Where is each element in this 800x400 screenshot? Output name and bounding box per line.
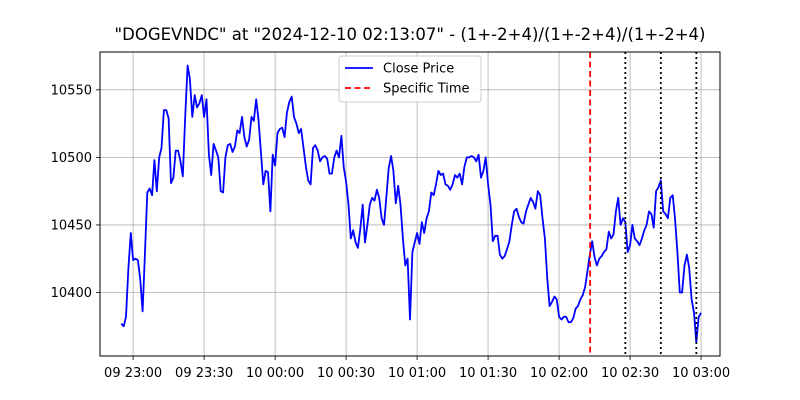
x-tick-label: 09 23:00 [104, 366, 162, 381]
x-tick-label: 10 02:00 [530, 366, 588, 381]
legend-box [338, 55, 482, 103]
x-tick-label: 10 01:30 [459, 366, 517, 381]
x-tick-label: 10 00:00 [246, 366, 304, 381]
plot-frame [99, 51, 721, 357]
x-tick-label: 10 03:00 [672, 366, 730, 381]
legend: Close Price Specific Time [338, 55, 482, 103]
x-tick-label: 09 23:30 [175, 366, 233, 381]
legend-label: Specific Time [383, 82, 470, 97]
y-tick-label: 10450 [51, 218, 92, 233]
series-line-close-price [120, 64, 702, 344]
legend-label: Close Price [383, 62, 454, 77]
x-tick-label: 10 02:30 [601, 366, 659, 381]
chart-title: "DOGEVNDC" at "2024-12-10 02:13:07" - (1… [115, 25, 706, 44]
y-tick-label: 10500 [51, 151, 92, 166]
y-tick-label: 10550 [51, 83, 92, 98]
y-tick-label: 10400 [51, 286, 92, 301]
marker-layer [589, 52, 698, 356]
grid [100, 52, 720, 356]
x-tick-label: 10 00:30 [317, 366, 375, 381]
series-layer [120, 64, 702, 344]
x-tick-label: 10 01:00 [388, 366, 446, 381]
tick-layer: 10400 10450 10500 10550 09 23:00 09 23:30 10 0… [51, 83, 730, 381]
